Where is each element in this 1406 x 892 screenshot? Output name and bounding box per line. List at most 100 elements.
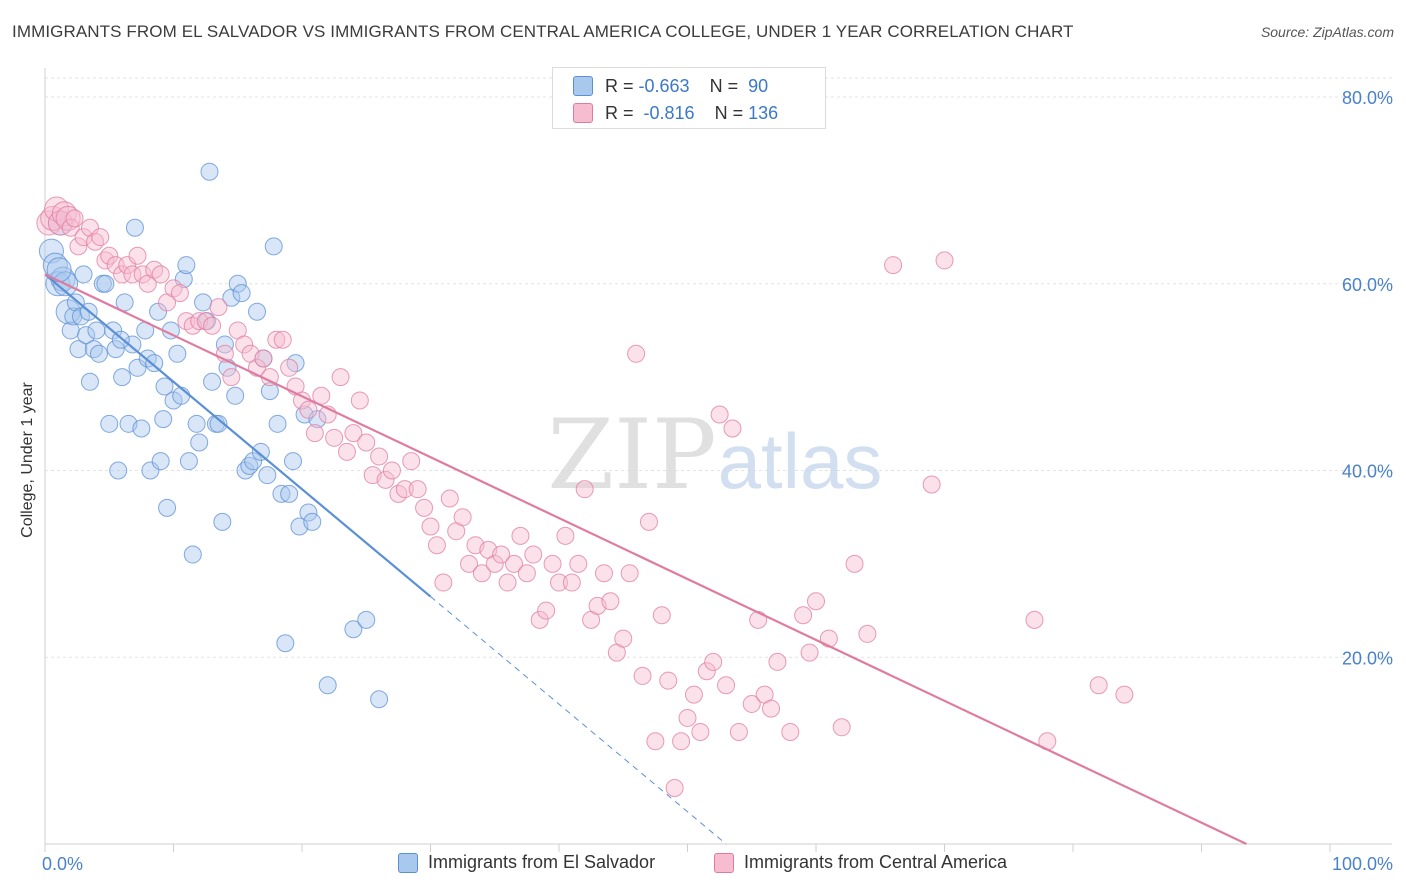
data-point — [155, 377, 174, 396]
y-tick-label: 60.0% — [1342, 275, 1393, 295]
data-point — [415, 498, 434, 517]
watermark-zip: ZIP — [547, 399, 716, 511]
data-point — [389, 484, 408, 503]
data-point — [272, 484, 291, 503]
data-point — [170, 284, 189, 303]
data-point — [537, 601, 556, 620]
series-1-points — [36, 196, 1134, 797]
data-point — [61, 218, 80, 237]
data-point — [128, 358, 147, 377]
data-point — [123, 335, 142, 354]
data-point — [884, 256, 903, 275]
data-point — [376, 470, 395, 489]
data-point — [550, 573, 568, 592]
data-point — [65, 209, 84, 228]
data-point — [222, 368, 241, 387]
data-point — [187, 414, 206, 433]
stats-legend: R = -0.663 N = 90 R = -0.816 N = 136 — [552, 67, 826, 129]
stats-r-value: -0.663 — [638, 75, 690, 96]
data-point — [517, 564, 536, 583]
data-point — [511, 526, 530, 545]
data-point — [742, 694, 761, 713]
data-point — [678, 708, 697, 727]
legend-label-el-salvador: Immigrants from El Salvador — [428, 852, 656, 872]
data-point — [331, 368, 350, 387]
data-point — [254, 349, 273, 368]
legend-item-central-america[interactable]: Immigrants from Central America — [714, 852, 1007, 873]
data-point — [305, 424, 324, 443]
data-point — [794, 606, 813, 625]
data-point — [318, 676, 337, 695]
stats-n-label: N = — [714, 102, 744, 123]
data-point — [69, 340, 88, 359]
data-point — [280, 484, 299, 503]
chart-source: Source: ZipAtlas.com — [1260, 24, 1394, 40]
data-point — [344, 620, 363, 639]
data-point — [268, 414, 287, 433]
trend-line-0 — [44, 273, 432, 598]
data-point — [562, 573, 581, 592]
data-point — [276, 634, 295, 653]
data-point — [215, 335, 234, 354]
data-point — [1115, 685, 1134, 704]
gridlines — [45, 77, 1392, 658]
data-point — [100, 246, 119, 265]
data-point — [228, 274, 247, 293]
stats-n-label: N = — [709, 75, 739, 96]
legend-swatch-central-america — [714, 852, 734, 873]
data-point — [614, 629, 633, 648]
data-point — [357, 433, 376, 452]
data-point — [659, 671, 678, 690]
data-point — [639, 512, 658, 531]
data-point — [164, 279, 183, 298]
data-point — [807, 592, 825, 611]
data-point — [717, 676, 736, 695]
data-point — [421, 517, 440, 536]
data-point — [303, 512, 322, 531]
data-point — [498, 573, 517, 592]
stats-swatch-el-salvador — [573, 76, 593, 96]
data-point — [672, 732, 691, 751]
data-point — [344, 424, 363, 443]
data-point — [151, 265, 170, 284]
data-point — [832, 718, 851, 737]
data-point — [434, 573, 453, 592]
data-point — [267, 330, 286, 349]
data-point — [646, 732, 665, 751]
stats-n-value: 136 — [748, 102, 779, 123]
data-point — [96, 274, 115, 293]
data-point — [200, 162, 219, 181]
data-point — [633, 666, 652, 685]
data-point — [299, 400, 318, 419]
data-point — [158, 498, 177, 517]
legend-item-el-salvador[interactable]: Immigrants from El Salvador — [398, 852, 655, 873]
data-point — [74, 265, 93, 284]
data-point — [620, 564, 639, 583]
data-point — [1089, 676, 1108, 695]
data-point — [264, 237, 283, 256]
series-0-points — [38, 162, 389, 709]
trend-extension-0 — [430, 596, 727, 845]
data-point — [109, 461, 128, 480]
data-point — [80, 372, 99, 391]
data-point — [128, 246, 147, 265]
data-point — [280, 358, 299, 377]
data-point — [453, 508, 472, 527]
data-point — [704, 652, 723, 671]
data-point — [723, 419, 742, 438]
data-point — [440, 489, 459, 508]
data-point — [530, 610, 549, 629]
data-point — [762, 699, 781, 718]
data-point — [77, 326, 96, 345]
data-point — [858, 624, 877, 643]
data-point — [370, 690, 389, 709]
data-point — [556, 526, 575, 545]
data-point — [337, 442, 356, 461]
watermark-atlas: atlas — [718, 417, 883, 505]
data-point — [232, 284, 251, 303]
data-point — [168, 344, 187, 363]
data-point — [100, 414, 119, 433]
data-point — [427, 536, 446, 555]
chart-title: IMMIGRANTS FROM EL SALVADOR VS IMMIGRANT… — [12, 22, 1074, 41]
data-point — [665, 778, 684, 797]
